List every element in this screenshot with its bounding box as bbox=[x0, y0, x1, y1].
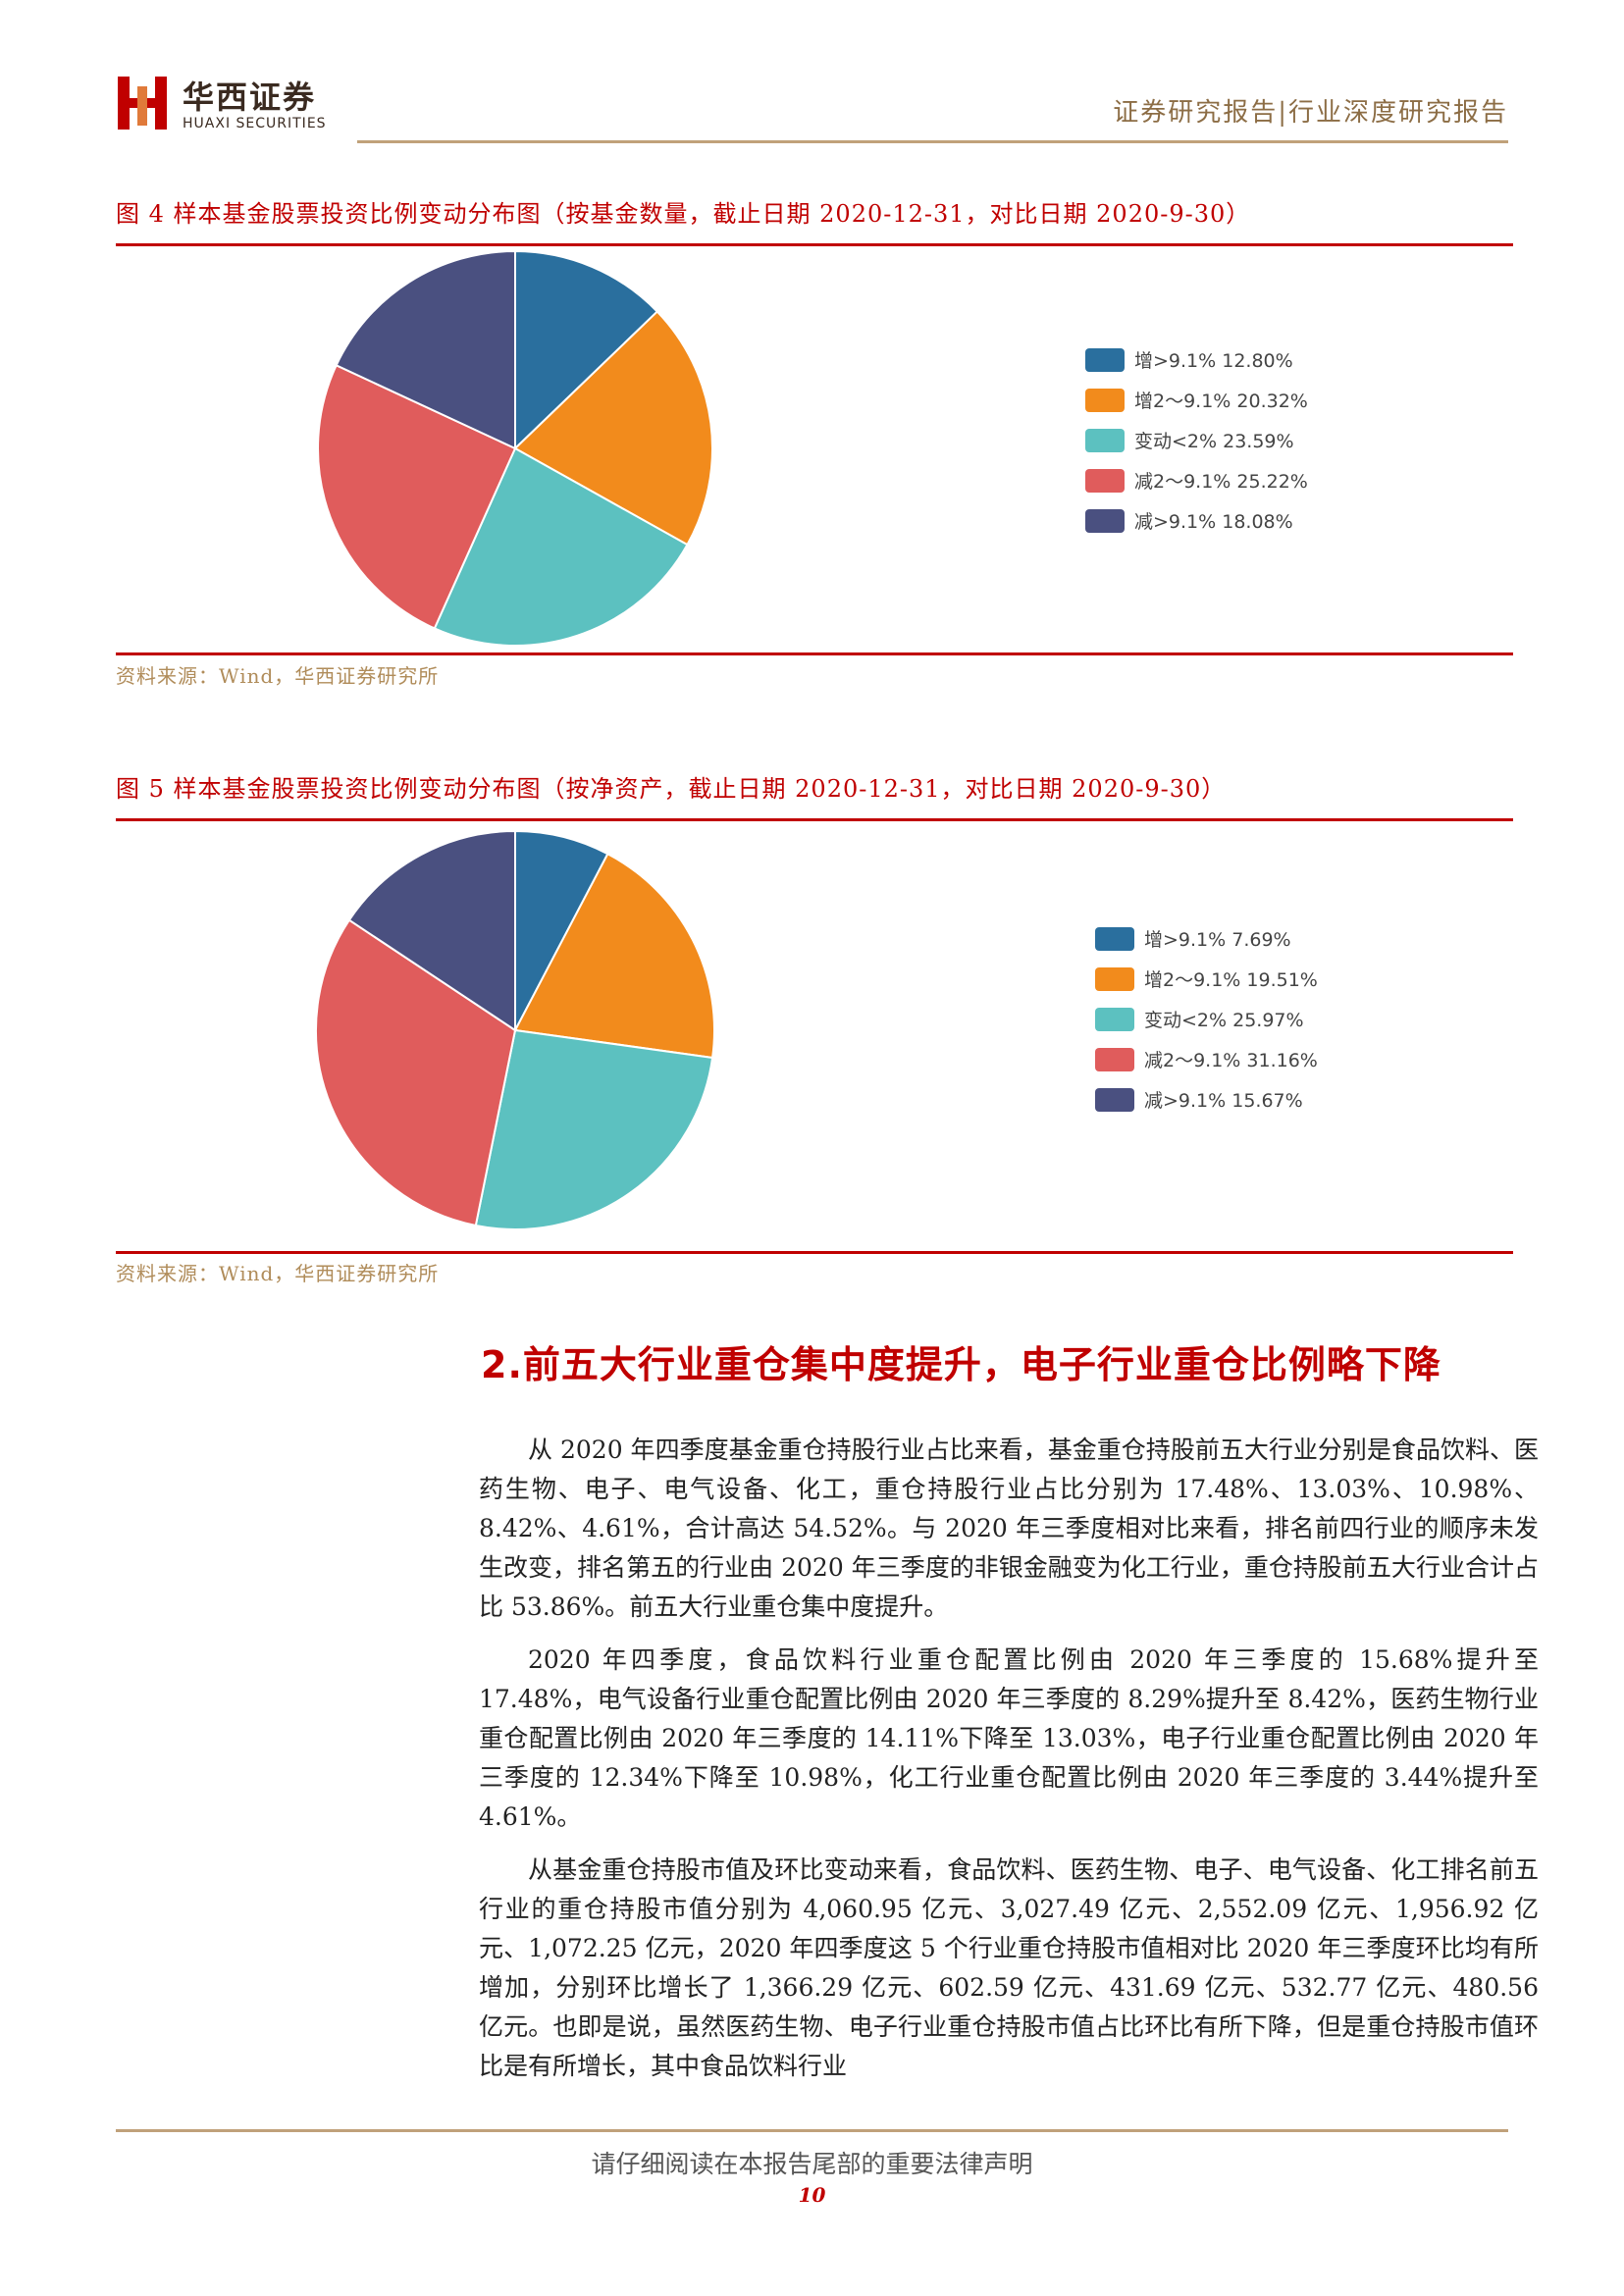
figure-4-title: 图 4 样本基金股票投资比例变动分布图（按基金数量，截止日期 2020-12-3… bbox=[116, 200, 1251, 228]
figure-5-source: 资料来源：Wind，华西证券研究所 bbox=[116, 1262, 440, 1285]
legend-swatch bbox=[1085, 468, 1125, 493]
paragraph-1: 从 2020 年四季度基金重仓持股行业占比来看，基金重仓持股前五大行业分别是食品… bbox=[479, 1435, 1539, 1621]
figure-4-top-rule bbox=[116, 243, 1513, 246]
figure-4-bottom-rule bbox=[116, 652, 1513, 655]
legend-item: 增>9.1% 12.80% bbox=[1085, 339, 1308, 380]
legend-label: 增>9.1% 12.80% bbox=[1134, 350, 1293, 372]
logo-icon bbox=[116, 73, 171, 133]
header-divider bbox=[357, 140, 1508, 143]
page-number: 10 bbox=[798, 2183, 826, 2207]
legend-swatch bbox=[1085, 388, 1125, 412]
figure-5-top-rule bbox=[116, 818, 1513, 821]
paragraph-3: 从基金重仓持股市值及环比变动来看，食品饮料、医药生物、电子、电气设备、化工排名前… bbox=[479, 1855, 1539, 2080]
legend-swatch bbox=[1085, 428, 1125, 452]
pie-slice-2 bbox=[513, 852, 715, 1060]
figure-5-pie-chart bbox=[315, 829, 715, 1230]
footer-divider bbox=[116, 2129, 1508, 2132]
pie-slice-4 bbox=[315, 918, 517, 1227]
legend-label: 减2～9.1% 25.22% bbox=[1134, 471, 1308, 493]
legend-label: 增>9.1% 7.69% bbox=[1144, 929, 1291, 951]
logo-text-en: HUAXI SECURITIES bbox=[183, 116, 327, 131]
paragraph-2: 2020 年四季度，食品饮料行业重仓配置比例由 2020 年三季度的 15.68… bbox=[479, 1645, 1539, 1831]
legend-item: 变动<2% 23.59% bbox=[1085, 420, 1308, 460]
legend-swatch bbox=[1085, 508, 1125, 533]
legend-swatch bbox=[1095, 1007, 1134, 1031]
body-text: 从 2020 年四季度基金重仓持股行业占比来看，基金重仓持股前五大行业分别是食品… bbox=[479, 1431, 1539, 2100]
legend-swatch bbox=[1095, 926, 1134, 951]
section-title: 2.前五大行业重仓集中度提升，电子行业重仓比例略下降 bbox=[481, 1343, 1441, 1386]
legend-swatch bbox=[1095, 1047, 1134, 1071]
legend-swatch bbox=[1095, 966, 1134, 991]
legend-label: 减2～9.1% 31.16% bbox=[1144, 1050, 1318, 1071]
figure-5-title: 图 5 样本基金股票投资比例变动分布图（按净资产，截止日期 2020-12-31… bbox=[116, 775, 1227, 803]
figure-4-source: 资料来源：Wind，华西证券研究所 bbox=[116, 664, 440, 688]
pie-slice-4 bbox=[317, 363, 517, 630]
legend-label: 增2～9.1% 19.51% bbox=[1144, 969, 1318, 991]
legal-notice: 请仔细阅读在本报告尾部的重要法律声明 bbox=[591, 2150, 1033, 2178]
legend-swatch bbox=[1095, 1087, 1134, 1112]
legend-swatch bbox=[1085, 347, 1125, 372]
report-type: 证券研究报告|行业深度研究报告 bbox=[1113, 98, 1508, 128]
legend-item: 增2～9.1% 20.32% bbox=[1085, 380, 1308, 420]
legend-item: 增2～9.1% 19.51% bbox=[1095, 959, 1318, 999]
legend-label: 变动<2% 23.59% bbox=[1134, 431, 1294, 452]
legend-item: 减>9.1% 18.08% bbox=[1085, 500, 1308, 541]
legend-item: 减2～9.1% 25.22% bbox=[1085, 460, 1308, 500]
figure-5-legend: 增>9.1% 7.69% 增2～9.1% 19.51% 变动<2% 25.97% 减2… bbox=[1095, 918, 1318, 1120]
logo-text-cn: 华西证券 bbox=[183, 78, 317, 116]
pie-slice-3 bbox=[433, 446, 689, 647]
legend-item: 减2～9.1% 31.16% bbox=[1095, 1039, 1318, 1079]
figure-4-legend: 增>9.1% 12.80% 增2～9.1% 20.32% 变动<2% 23.59% 减… bbox=[1085, 339, 1308, 541]
pie-slice-3 bbox=[474, 1028, 714, 1230]
pie-slice-5 bbox=[335, 249, 516, 450]
pie-slice-1 bbox=[514, 249, 659, 451]
pie-slice-5 bbox=[347, 829, 516, 1032]
legend-label: 减>9.1% 15.67% bbox=[1144, 1090, 1303, 1112]
legend-label: 变动<2% 25.97% bbox=[1144, 1010, 1304, 1031]
pie-slice-1 bbox=[514, 829, 609, 1031]
figure-5-bottom-rule bbox=[116, 1251, 1513, 1254]
legend-item: 变动<2% 25.97% bbox=[1095, 999, 1318, 1039]
legend-item: 减>9.1% 15.67% bbox=[1095, 1079, 1318, 1120]
figure-4-pie-chart bbox=[317, 249, 713, 647]
legend-item: 增>9.1% 7.69% bbox=[1095, 918, 1318, 959]
legend-label: 增2～9.1% 20.32% bbox=[1134, 391, 1308, 412]
legend-label: 减>9.1% 18.08% bbox=[1134, 511, 1293, 533]
pie-slice-2 bbox=[513, 310, 713, 547]
